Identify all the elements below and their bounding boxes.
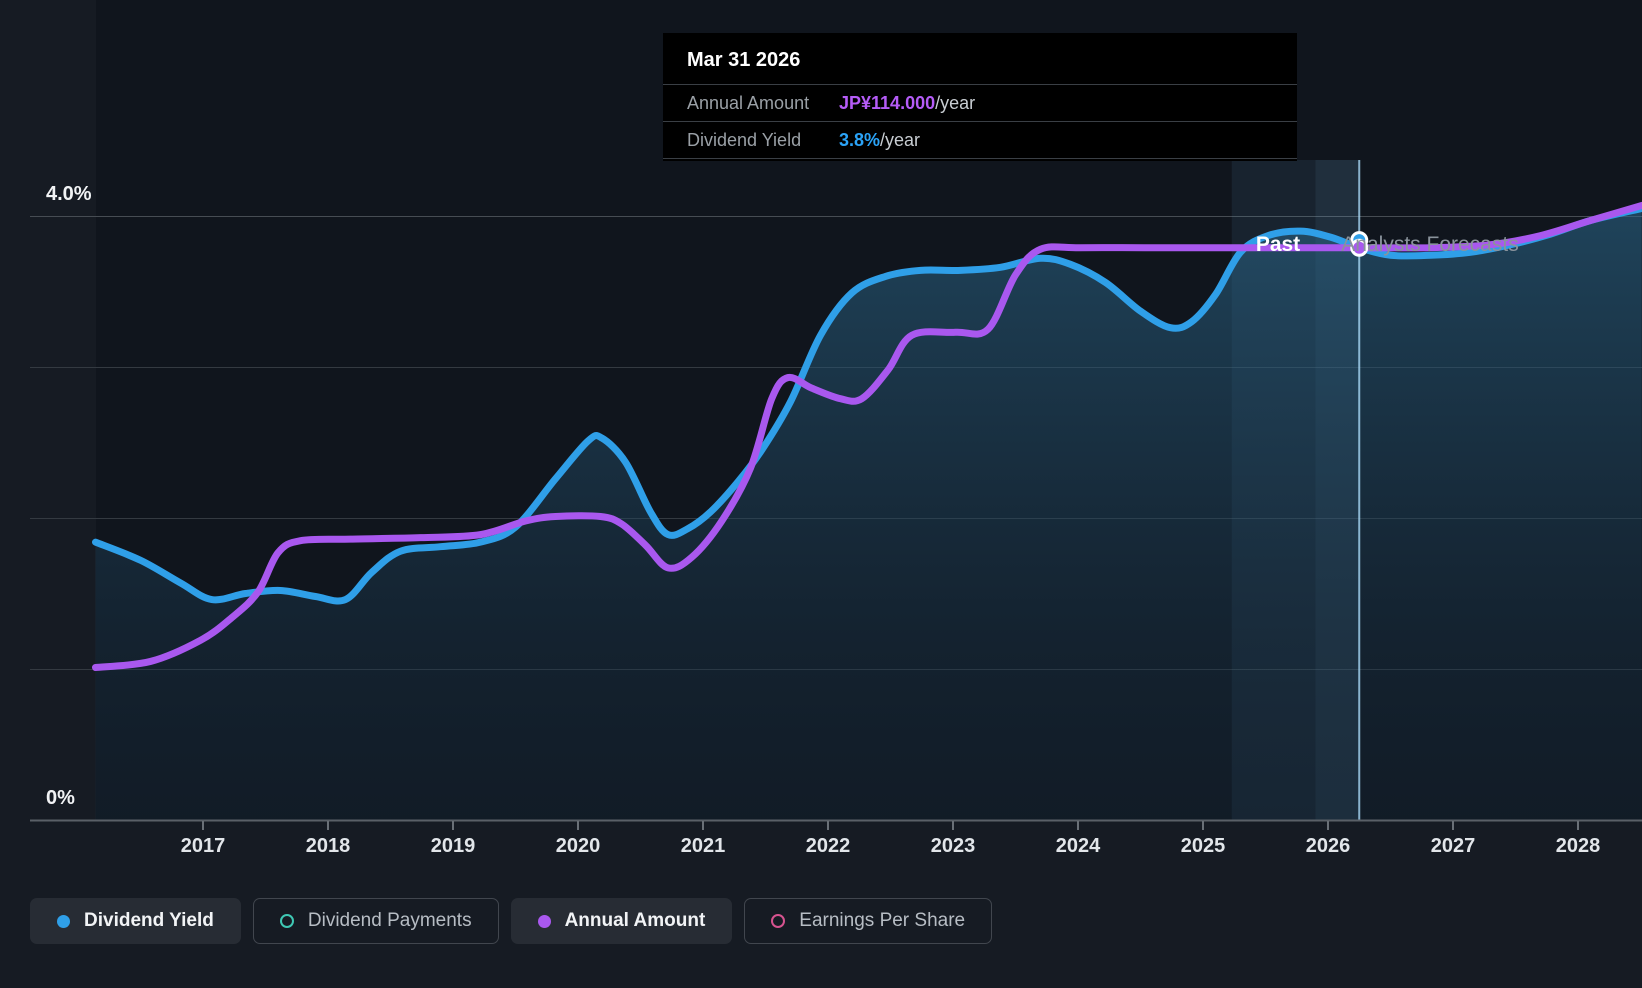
- tooltip-suffix: /year: [880, 130, 921, 150]
- annual-amount-line: [92, 201, 1642, 671]
- x-axis-ticks: 2017 2018 2019 2020 2021 2022 2023 2024 2025 2026…: [181, 821, 1601, 857]
- annual-amount-dot-icon: [537, 914, 551, 928]
- tooltip-value: JP¥114.000: [839, 93, 936, 113]
- earnings-per-share-ring-icon: [771, 914, 786, 928]
- y-axis-label: 4.0%: [46, 183, 92, 205]
- tooltip: Mar 31 2026 Annual Amount JP¥114.000/yea…: [663, 33, 1297, 161]
- x-tick-label: 2022: [806, 835, 851, 857]
- tooltip-row-dividend-yield: Dividend Yield 3.8%/year: [663, 121, 1297, 159]
- legend-label: Annual Amount: [564, 910, 706, 931]
- hover-marker: [1350, 238, 1369, 257]
- tooltip-row-annual-amount: Annual Amount JP¥114.000/year: [663, 84, 1297, 121]
- legend-label: Dividend Payments: [307, 910, 472, 931]
- tooltip-value: 3.8%: [839, 130, 881, 150]
- x-tick-label: 2019: [431, 835, 476, 857]
- legend-label: Earnings Per Share: [799, 910, 966, 931]
- x-tick-label: 2023: [931, 835, 976, 857]
- past-label: Past: [1256, 233, 1300, 256]
- tooltip-label: Annual Amount: [687, 93, 810, 113]
- x-tick-label: 2028: [1556, 835, 1601, 857]
- x-tick-label: 2021: [681, 835, 726, 857]
- x-tick-label: 2017: [181, 835, 226, 857]
- tooltip-date: Mar 31 2026: [687, 49, 801, 71]
- x-tick-label: 2018: [306, 835, 351, 857]
- legend-item-dividend-yield[interactable]: Dividend Yield: [30, 898, 241, 944]
- x-tick-label: 2026: [1306, 835, 1351, 857]
- hover-markers: [1350, 231, 1369, 257]
- y-axis-label: 0%: [46, 787, 75, 809]
- dividend-payments-ring-icon: [279, 914, 294, 928]
- x-tick-label: 2025: [1181, 835, 1226, 857]
- tooltip-suffix: /year: [935, 93, 976, 113]
- x-tick-label: 2020: [556, 835, 601, 857]
- legend: Dividend Yield Dividend Payments Annual …: [30, 898, 993, 944]
- x-tick-label: 2027: [1431, 835, 1476, 857]
- legend-item-earnings-per-share[interactable]: Earnings Per Share: [744, 898, 993, 944]
- y-axis-labels: 4.0% 0%: [46, 183, 92, 809]
- tooltip-label: Dividend Yield: [687, 130, 802, 150]
- legend-item-dividend-payments[interactable]: Dividend Payments: [252, 898, 499, 944]
- x-tick-label: 2024: [1056, 835, 1101, 857]
- analysts-forecasts-label: Analysts Forecasts: [1341, 233, 1518, 256]
- legend-label: Dividend Yield: [84, 910, 214, 931]
- dividend-yield-dot-icon: [57, 914, 70, 928]
- legend-item-annual-amount[interactable]: Annual Amount: [510, 898, 733, 944]
- dividend-yield-line: [92, 204, 1642, 605]
- area-fill: [95, 208, 1642, 820]
